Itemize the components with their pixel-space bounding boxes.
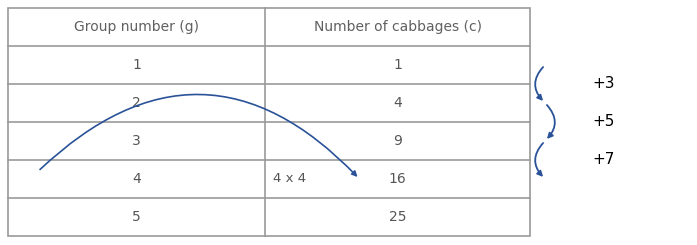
- Text: Group number (g): Group number (g): [74, 20, 199, 34]
- Text: +7: +7: [592, 152, 614, 168]
- Text: 25: 25: [389, 210, 406, 224]
- Bar: [8, 8, 530, 236]
- Text: 3: 3: [132, 134, 141, 148]
- Text: 1: 1: [132, 58, 141, 72]
- Text: 2: 2: [132, 96, 141, 110]
- Text: 9: 9: [393, 134, 402, 148]
- Text: 4: 4: [393, 96, 402, 110]
- Text: 16: 16: [389, 172, 406, 186]
- Text: 1: 1: [393, 58, 402, 72]
- Text: +3: +3: [592, 76, 615, 91]
- Text: 5: 5: [132, 210, 141, 224]
- Text: 4: 4: [132, 172, 141, 186]
- Text: +5: +5: [592, 114, 614, 130]
- Text: Number of cabbages (c): Number of cabbages (c): [314, 20, 482, 34]
- Text: 4 x 4: 4 x 4: [273, 172, 306, 185]
